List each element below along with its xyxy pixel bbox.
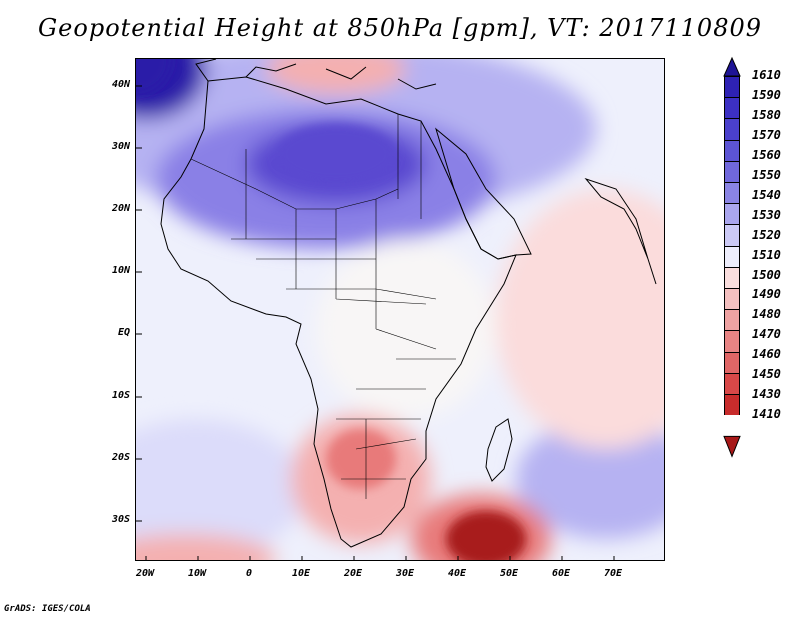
colorbar-top-arrow xyxy=(723,56,741,77)
colorbar-swatch xyxy=(724,203,740,225)
lat-label-20s: 20S xyxy=(111,452,130,463)
footer-credit: GrADS: IGES/COLA xyxy=(4,604,91,614)
africa-coastline xyxy=(160,76,517,548)
colorbar-swatch xyxy=(724,372,740,394)
lat-label-30n: 30N xyxy=(111,141,130,152)
saharan-high-inner xyxy=(276,124,396,184)
northwest-high-inner xyxy=(136,59,171,94)
chart-title: Geopotential Height at 850hPa [gpm], VT:… xyxy=(38,14,762,42)
lon-label-60e: 60E xyxy=(551,568,571,579)
southern-africa-low-core xyxy=(326,429,396,489)
colorbar-label: 1550 xyxy=(752,167,781,182)
colorbar-swatch xyxy=(724,266,740,288)
colorbar-swatch xyxy=(724,330,740,352)
colorbar-label: 1490 xyxy=(752,287,781,302)
field-cores xyxy=(136,59,526,560)
colorbar-label: 1610 xyxy=(752,68,781,82)
lon-label-50e: 50E xyxy=(499,568,519,579)
lat-label-40n: 40N xyxy=(111,79,130,90)
geopotential-map xyxy=(135,58,665,561)
mediterranean-low xyxy=(266,59,406,94)
coastlines xyxy=(160,59,657,548)
colorbar-label: 1560 xyxy=(752,147,781,162)
colorbar-label: 1510 xyxy=(752,247,781,262)
india-coastline xyxy=(584,177,657,285)
lat-label-10s: 10S xyxy=(111,390,130,401)
colorbar-label: 1480 xyxy=(752,307,781,322)
border-lines xyxy=(190,114,456,499)
colorbar-label: 1500 xyxy=(752,267,781,282)
cutoff-low-core xyxy=(446,511,526,560)
southwest-low xyxy=(136,534,276,560)
colorbar-swatch xyxy=(724,182,740,204)
madagascar-coastline xyxy=(485,418,513,482)
lat-label-30s: 30S xyxy=(111,514,130,525)
east-indian-ocean-low xyxy=(496,189,664,449)
indian-ocean-high xyxy=(516,419,664,539)
lon-label-10w: 10W xyxy=(187,568,207,579)
colorbar-label: 1520 xyxy=(752,227,781,242)
colorbar-swatch xyxy=(724,118,740,140)
lon-label-20e: 20E xyxy=(343,568,363,579)
colorbar-label: 1470 xyxy=(752,327,781,342)
colorbar-label: 1450 xyxy=(752,367,781,382)
colorbar-swatch xyxy=(724,351,740,373)
colorbar-label: 1430 xyxy=(752,387,781,402)
lon-label-10e: 10E xyxy=(291,568,311,579)
colorbar-label: 1590 xyxy=(752,87,781,102)
colorbar-swatch xyxy=(724,245,740,267)
colorbar-label: 1580 xyxy=(752,107,781,122)
colorbar-label: 1460 xyxy=(752,347,781,362)
arabian-peninsula xyxy=(435,127,532,260)
lat-label-20n: 20N xyxy=(111,203,130,214)
lon-label-30e: 30E xyxy=(395,568,415,579)
colorbar-label: 1540 xyxy=(752,187,781,202)
colorbar-swatch xyxy=(724,394,740,416)
colorbar-label: 1410 xyxy=(752,407,781,422)
colorbar-swatch xyxy=(724,288,740,310)
field-shading xyxy=(136,59,664,560)
colorbar-label: 1570 xyxy=(752,127,781,142)
colorbar-swatch xyxy=(724,139,740,161)
lat-label-10n: 10N xyxy=(111,265,130,276)
europe-coastline xyxy=(195,59,437,90)
south-atlantic-high xyxy=(136,419,306,559)
colorbar-arrows xyxy=(723,56,741,458)
colorbar-label: 1530 xyxy=(752,207,781,222)
lon-label-20w: 20W xyxy=(135,568,155,579)
colorbar-bottom-arrow xyxy=(723,435,741,458)
colorbar-swatch xyxy=(724,309,740,331)
central-africa-neutral xyxy=(316,239,496,419)
colorbar-swatch xyxy=(724,160,740,182)
map-canvas xyxy=(136,59,664,560)
lat-label-eq: EQ xyxy=(117,327,130,338)
lon-label-0: 0 xyxy=(245,568,253,579)
axis-ticks xyxy=(136,85,615,560)
country-borders xyxy=(190,114,456,499)
colorbar-swatch xyxy=(724,224,740,246)
colorbar-swatch xyxy=(724,76,740,98)
colorbar-swatch xyxy=(724,97,740,119)
lon-label-40e: 40E xyxy=(447,568,467,579)
lon-label-70e: 70E xyxy=(603,568,623,579)
